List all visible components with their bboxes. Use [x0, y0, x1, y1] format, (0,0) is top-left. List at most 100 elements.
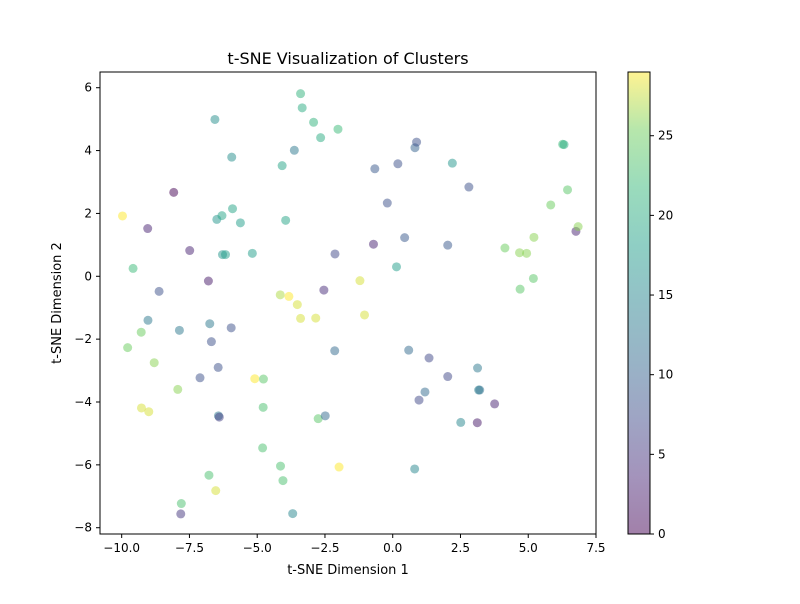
scatter-point — [320, 411, 330, 421]
scatter-point — [144, 407, 154, 417]
scatter-point — [213, 362, 223, 372]
scatter-point — [296, 313, 306, 323]
scatter-point — [464, 182, 474, 192]
scatter-point — [443, 240, 453, 250]
scatter-point — [136, 403, 146, 413]
scatter-point — [515, 284, 525, 294]
y-tick-label: 2 — [84, 206, 92, 220]
y-tick-label: −6 — [74, 458, 92, 472]
colorbar-frame — [627, 71, 651, 535]
scatter-point — [382, 198, 392, 208]
scatter-points — [117, 89, 583, 519]
scatter-point — [522, 248, 532, 258]
scatter-point — [410, 464, 420, 474]
scatter-point — [368, 239, 378, 249]
x-axis-label: t-SNE Dimension 1 — [287, 563, 409, 578]
scatter-point — [154, 286, 164, 296]
scatter-point — [185, 246, 195, 256]
scatter-point — [297, 103, 307, 113]
scatter-point — [217, 211, 227, 221]
scatter-point — [360, 310, 370, 320]
scatter-point — [176, 509, 186, 519]
scatter-point — [211, 486, 221, 496]
scatter-point — [278, 476, 288, 486]
y-tick-label: −2 — [74, 332, 92, 346]
colorbar-tick-label: 15 — [658, 288, 673, 302]
scatter-point — [284, 291, 294, 301]
scatter-point — [143, 224, 153, 234]
scatter-point — [330, 346, 340, 356]
colorbar-tick-label: 5 — [658, 447, 666, 461]
colorbar-gradient — [628, 72, 650, 534]
scatter-point — [235, 218, 245, 228]
colorbar: 0 5 10 15 20 25 — [627, 71, 673, 541]
scatter-point — [143, 315, 153, 325]
scatter-point — [472, 418, 482, 428]
colorbar-tick-label: 25 — [658, 129, 673, 143]
y-tick-label: 4 — [84, 144, 92, 158]
scatter-point — [355, 276, 365, 286]
scatter-point — [281, 215, 291, 225]
scatter-point — [456, 417, 466, 427]
colorbar-ticks: 0 5 10 15 20 25 — [650, 129, 673, 541]
chart-title: t-SNE Visualization of Clusters — [227, 49, 468, 68]
scatter-point — [206, 337, 216, 347]
scatter-point — [392, 262, 402, 272]
x-tick-label: 5.0 — [519, 541, 538, 555]
scatter-point — [473, 363, 483, 373]
scatter-point — [289, 145, 299, 155]
colorbar-tick-label: 0 — [658, 527, 666, 541]
y-tick-label: −8 — [74, 521, 92, 535]
y-axis: −8 −6 −4 −2 0 2 4 6 — [74, 81, 100, 535]
scatter-point — [443, 372, 453, 382]
x-tick-label: 7.5 — [586, 541, 605, 555]
x-tick-label: 0.0 — [383, 541, 402, 555]
scatter-point — [311, 313, 321, 323]
scatter-point — [292, 300, 302, 310]
scatter-point — [309, 117, 319, 127]
colorbar-tick-label: 10 — [658, 368, 673, 382]
scatter-point — [174, 325, 184, 335]
scatter-point — [275, 290, 285, 300]
scatter-point — [288, 509, 298, 519]
scatter-point — [414, 395, 424, 405]
scatter-point — [330, 249, 340, 259]
colorbar-tick-label: 20 — [658, 208, 673, 222]
scatter-point — [276, 461, 286, 471]
scatter-point — [563, 185, 573, 195]
scatter-point — [528, 273, 538, 283]
scatter-point — [400, 233, 410, 243]
scatter-point — [247, 248, 257, 258]
plot-frame — [99, 71, 597, 535]
scatter-point — [205, 319, 215, 329]
scatter-point — [296, 89, 306, 99]
scatter-point — [195, 373, 205, 383]
x-tick-label: −10.0 — [103, 541, 140, 555]
scatter-point — [227, 152, 237, 162]
scatter-point — [123, 343, 133, 353]
scatter-point — [559, 140, 569, 150]
scatter-point — [277, 161, 287, 171]
scatter-point — [169, 187, 179, 197]
scatter-point — [149, 358, 159, 368]
scatter-point — [204, 470, 214, 480]
scatter-point — [173, 384, 183, 394]
scatter-point — [316, 133, 326, 143]
scatter-point — [515, 248, 525, 258]
scatter-point — [210, 114, 220, 124]
scatter-point — [404, 345, 414, 355]
scatter-point — [220, 250, 230, 260]
scatter-point — [128, 263, 138, 273]
scatter-point — [334, 462, 344, 472]
scatter-point — [475, 385, 485, 395]
scatter-point — [573, 222, 583, 232]
scatter-point — [333, 124, 343, 134]
scatter-point — [424, 353, 434, 363]
x-tick-label: −2.5 — [310, 541, 339, 555]
scatter-point — [412, 137, 422, 147]
scatter-point — [490, 399, 500, 409]
y-tick-label: −4 — [74, 395, 92, 409]
scatter-point — [226, 323, 236, 333]
scatter-point — [214, 412, 224, 422]
